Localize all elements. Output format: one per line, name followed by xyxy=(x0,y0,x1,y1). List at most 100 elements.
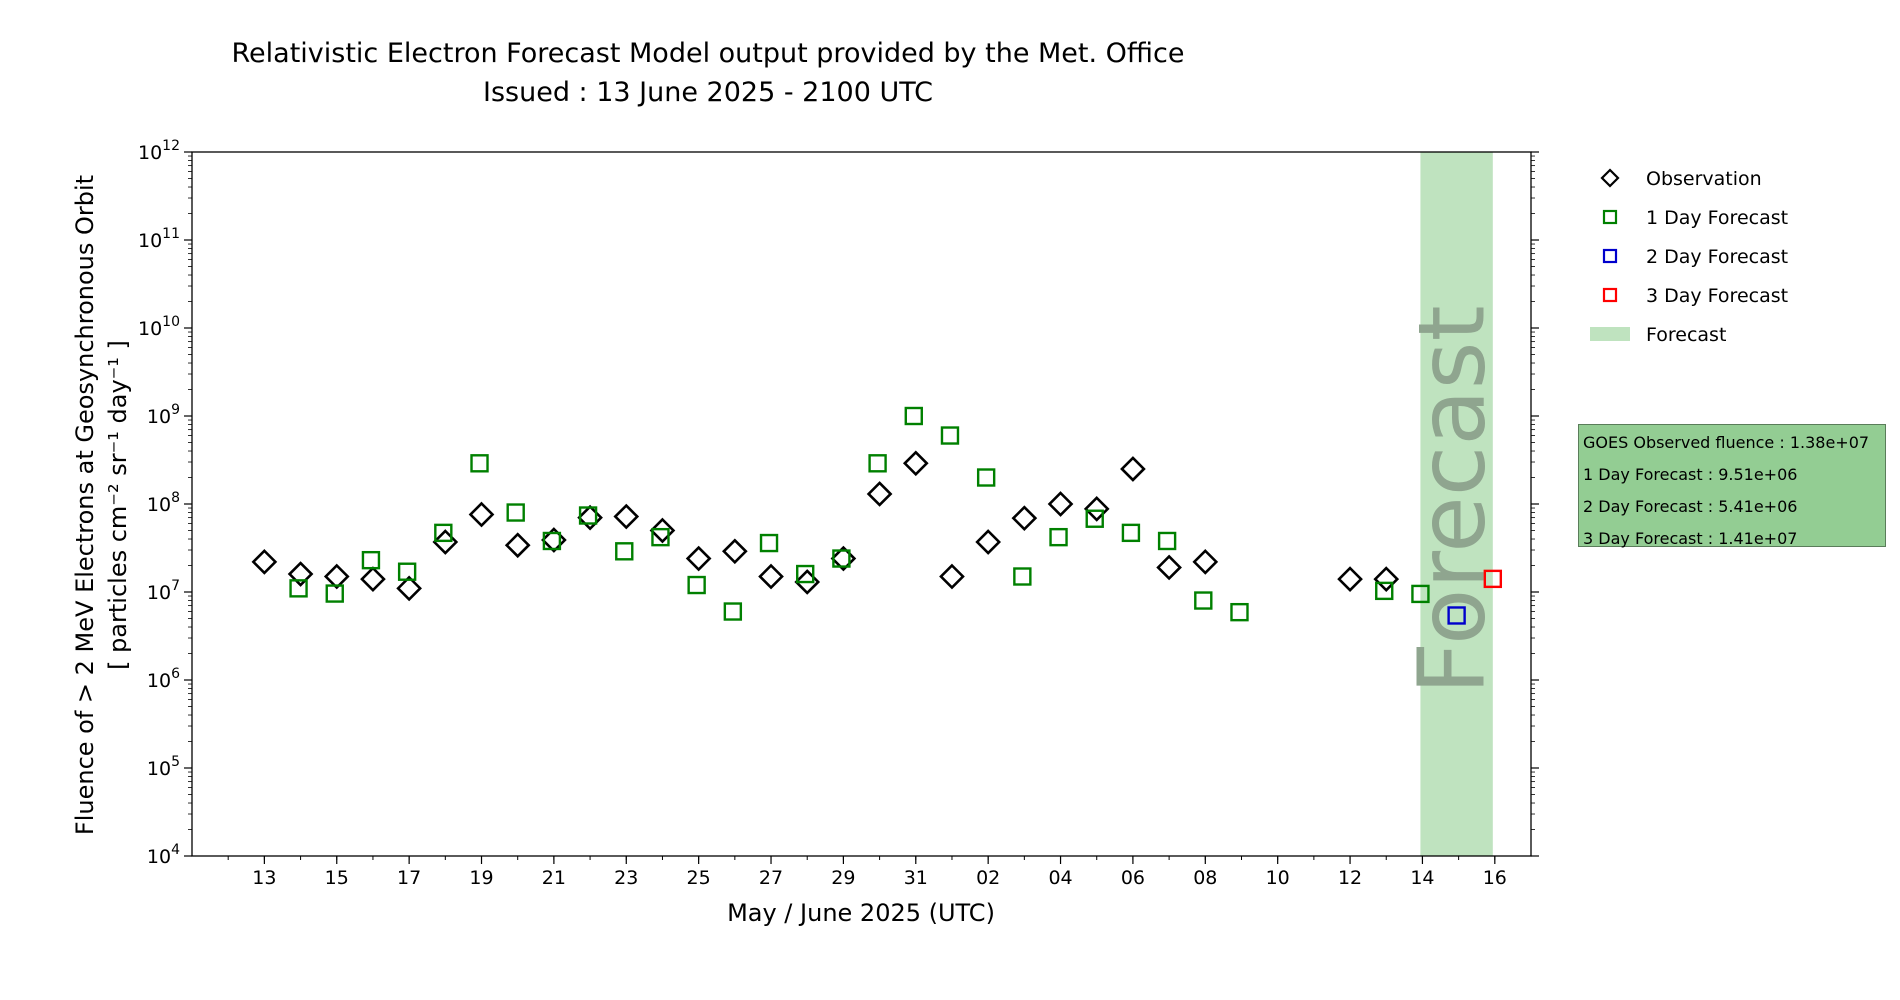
y-tick-label: 1010 xyxy=(138,314,180,340)
x-tick-label: 31 xyxy=(904,867,928,889)
y-tick-label: 108 xyxy=(147,490,180,516)
legend-observation-marker xyxy=(1600,168,1620,188)
fluence-stats-box: GOES Observed fluence : 1.38e+07 1 Day F… xyxy=(1578,424,1886,548)
observation-point xyxy=(721,538,748,565)
1-day-forecast-point xyxy=(1013,567,1032,586)
chart-title: Relativistic Electron Forecast Model out… xyxy=(231,38,1185,69)
1-day-forecast-point xyxy=(796,564,815,584)
observation-point xyxy=(649,517,676,544)
observation-point xyxy=(685,545,712,572)
1-day-forecast-point xyxy=(1375,581,1394,601)
observation-point xyxy=(1156,554,1182,581)
y-axis-label-line2: [ particles cm⁻² sr⁻¹ day⁻¹ ] xyxy=(104,340,132,670)
x-tick-label: 29 xyxy=(831,867,855,889)
chart-subtitle: Issued : 13 June 2025 - 2100 UTC xyxy=(483,77,933,108)
x-tick-label: 16 xyxy=(1483,867,1507,889)
2-day-forecast-point xyxy=(1447,606,1466,625)
x-tick-label: 21 xyxy=(542,867,566,889)
observation-point xyxy=(1120,456,1146,482)
stats-2day: 2 Day Forecast : 5.41e+06 xyxy=(1583,497,1798,516)
1-day-forecast-point xyxy=(1085,509,1104,528)
observation-point xyxy=(1192,549,1219,575)
plot-frame xyxy=(191,151,1532,857)
observation-point xyxy=(975,529,1002,555)
observation-point xyxy=(794,569,821,595)
x-tick-label: 14 xyxy=(1410,867,1434,889)
legend-forecast-marker xyxy=(1590,327,1630,341)
observation-point xyxy=(432,529,459,555)
observation-point xyxy=(504,532,531,559)
observation-point xyxy=(758,563,784,590)
observation-point xyxy=(360,566,386,592)
legend-3-day-forecast-label: 3 Day Forecast xyxy=(1646,285,1788,307)
observation-point xyxy=(830,545,857,572)
observation-point xyxy=(1011,505,1038,532)
legend-forecast-label: Forecast xyxy=(1646,324,1726,346)
observation-point xyxy=(866,481,893,507)
observation-point xyxy=(1337,566,1363,592)
1-day-forecast-point xyxy=(1049,527,1068,547)
stats-observed: GOES Observed fluence : 1.38e+07 xyxy=(1583,433,1870,452)
1-day-forecast-point xyxy=(289,579,308,598)
1-day-forecast-point xyxy=(904,406,923,426)
y-axis-label-line1: Fluence of > 2 MeV Electrons at Geosynch… xyxy=(71,175,99,835)
1-day-forecast-point xyxy=(578,506,598,525)
1-day-forecast-point xyxy=(361,550,381,570)
legend-observation-label: Observation xyxy=(1646,168,1762,190)
1-day-forecast-point xyxy=(1411,584,1430,604)
1-day-forecast-point xyxy=(1194,591,1213,610)
1-day-forecast-point xyxy=(1121,523,1141,543)
x-tick-label: 15 xyxy=(325,867,349,889)
observation-point xyxy=(1047,491,1074,517)
observation-point xyxy=(577,504,603,531)
1-day-forecast-point xyxy=(542,531,562,551)
x-axis-label: May / June 2025 (UTC) xyxy=(727,899,995,927)
x-tick-label: 25 xyxy=(687,867,711,889)
observation-point xyxy=(613,503,640,530)
observation-point xyxy=(902,450,929,477)
1-day-forecast-point xyxy=(1230,602,1249,622)
x-tick-label: 13 xyxy=(252,867,276,889)
1-day-forecast-point xyxy=(832,549,851,568)
legend-2-day-forecast-label: 2 Day Forecast xyxy=(1646,246,1788,268)
x-tick-label: 17 xyxy=(397,867,421,889)
1-day-forecast-point xyxy=(687,575,706,595)
1-day-forecast-point xyxy=(651,527,670,547)
legend-1-day-forecast-label: 1 Day Forecast xyxy=(1646,207,1788,229)
1-day-forecast-point xyxy=(868,454,887,473)
observation-point xyxy=(287,561,314,587)
1-day-forecast-point xyxy=(615,542,634,561)
observation-point xyxy=(1083,496,1110,522)
3-day-forecast-point xyxy=(1483,569,1503,589)
x-tick-label: 19 xyxy=(469,867,493,889)
x-tick-label: 06 xyxy=(1121,867,1145,889)
legend-1-day-forecast-marker xyxy=(1602,209,1618,225)
stats-1day: 1 Day Forecast : 9.51e+06 xyxy=(1583,465,1798,484)
y-tick-label: 104 xyxy=(147,842,180,868)
1-day-forecast-point xyxy=(723,602,743,621)
observation-point xyxy=(251,549,278,575)
1-day-forecast-point xyxy=(1157,531,1177,551)
1-day-forecast-point xyxy=(325,584,344,603)
observation-point xyxy=(396,575,422,602)
1-day-forecast-point xyxy=(434,523,453,543)
y-tick-label: 106 xyxy=(147,666,180,692)
x-tick-label: 02 xyxy=(976,867,1000,889)
observation-point xyxy=(323,563,350,590)
x-tick-label: 12 xyxy=(1338,867,1362,889)
legend-3-day-forecast-marker xyxy=(1602,287,1618,303)
x-tick-label: 10 xyxy=(1266,867,1290,889)
legend: Observation 1 Day Forecast 2 Day Forecast 3… xyxy=(1590,168,1788,346)
observation-point xyxy=(1373,566,1400,592)
1-day-forecast-point xyxy=(506,503,525,522)
1-day-forecast-point xyxy=(759,533,779,553)
y-tick-label: 1012 xyxy=(138,138,180,164)
1-day-forecast-point xyxy=(470,454,489,473)
forecast-region xyxy=(1420,152,1493,856)
observation-point xyxy=(468,501,495,528)
1-day-forecast-point xyxy=(976,468,996,487)
y-tick-label: 1011 xyxy=(138,226,180,252)
observation-point xyxy=(939,563,965,590)
y-tick-label: 109 xyxy=(147,402,180,428)
